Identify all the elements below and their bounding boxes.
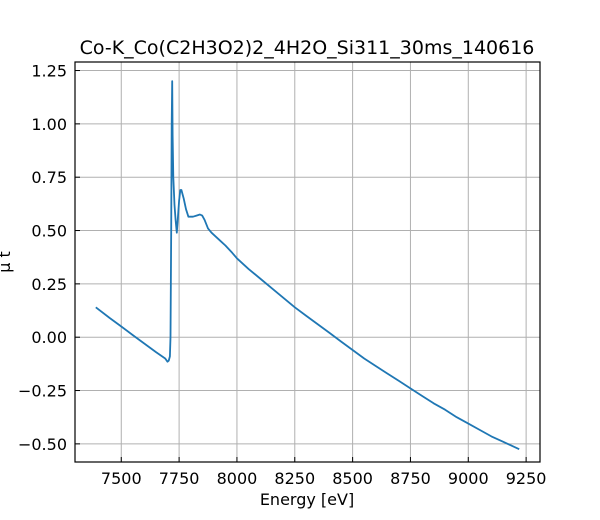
x-tick-label: 8500 (332, 469, 373, 488)
y-axis-title: μ t (0, 251, 14, 273)
plot-frame (74, 61, 541, 463)
y-axis: −0.50 −0.25 0.00 0.25 0.50 0.75 1.00 1.25 (18, 62, 80, 454)
y-tick-label: 0.25 (31, 275, 67, 294)
series-line (95, 80, 520, 451)
x-tick-label: 8000 (217, 469, 258, 488)
x-axis: 7500 7750 8000 8250 8500 8750 9000 9250 (101, 457, 547, 488)
x-tick-label: 8250 (274, 469, 315, 488)
x-tick-label: 8750 (390, 469, 431, 488)
y-tick-label: 0.50 (31, 222, 67, 241)
y-tick-label: −0.50 (18, 435, 67, 454)
y-tick-label: 0.75 (31, 168, 67, 187)
x-tick-label: 7500 (101, 469, 142, 488)
y-tick-label: 1.00 (31, 115, 67, 134)
x-tick-label: 9000 (448, 469, 489, 488)
y-tick-label: 1.25 (31, 62, 67, 81)
series-group (95, 80, 520, 451)
x-tick-label: 7750 (159, 469, 200, 488)
x-axis-title: Energy [eV] (260, 490, 354, 509)
x-tick-label: 9250 (506, 469, 547, 488)
y-tick-label: 0.00 (31, 328, 67, 347)
y-tick-label: −0.25 (18, 382, 67, 401)
chart-title: Co-K_Co(C2H3O2)2_4H2O_Si311_30ms_140616 (80, 37, 535, 59)
grid (75, 62, 540, 462)
